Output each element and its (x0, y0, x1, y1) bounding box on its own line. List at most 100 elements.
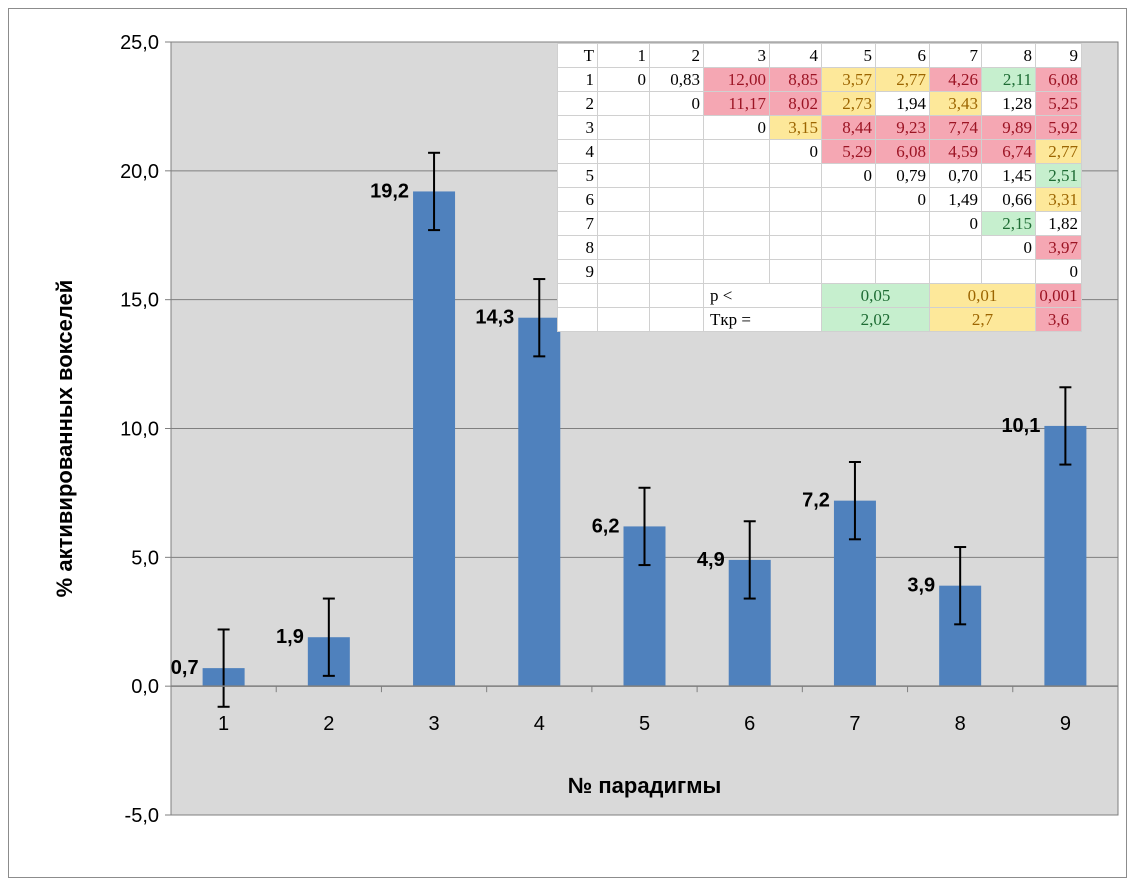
table-cell: 3,57 (821, 67, 876, 92)
data-label: 4,9 (697, 549, 725, 571)
data-label: 10,1 (1001, 415, 1040, 437)
table-cell: 4,59 (929, 139, 982, 164)
row-label-cell: 2 (557, 91, 598, 116)
table-cell (703, 187, 770, 212)
x-axis-title: № парадигмы (568, 773, 722, 798)
table-cell (597, 163, 650, 188)
table-cell: 0 (875, 187, 930, 212)
row-label-cell: 8 (557, 235, 598, 260)
table-cell (703, 139, 770, 164)
t-value-red: 3,6 (1035, 307, 1082, 332)
table-header-cell: 6 (875, 43, 930, 68)
table-row: 5 0 0,79 0,70 1,45 2,51 (557, 163, 1082, 188)
data-label: 7,2 (802, 490, 830, 512)
table-header-cell: 7 (929, 43, 982, 68)
x-tick-label: 5 (639, 713, 650, 735)
table-cell (649, 307, 704, 332)
table-cell (597, 115, 650, 140)
table-cell (649, 259, 704, 284)
table-cell (649, 115, 704, 140)
table-cell: 0 (597, 67, 650, 92)
table-cell (557, 283, 598, 308)
table-cell: 8,85 (769, 67, 822, 92)
table-cell: 1,82 (1035, 211, 1082, 236)
t-value-green: 2,02 (821, 307, 930, 332)
legend-t-row: Tкр = 2,02 2,7 3,6 (557, 307, 1082, 332)
y-tick-label: 5,0 (131, 547, 159, 569)
table-cell (703, 259, 770, 284)
table-cell: 6,08 (1035, 67, 1082, 92)
table-cell: 1,45 (981, 163, 1036, 188)
table-cell: 0 (929, 211, 982, 236)
row-label-cell: 4 (557, 139, 598, 164)
t-critical-label: Tкр = (703, 307, 822, 332)
table-cell (557, 307, 598, 332)
table-header-cell: 8 (981, 43, 1036, 68)
table-cell: 3,43 (929, 91, 982, 116)
table-header-cell: T (557, 43, 598, 68)
table-cell: 12,00 (703, 67, 770, 92)
y-tick-labels: -5,0 0,0 5,0 10,0 15,0 20,0 25,0 (120, 32, 159, 827)
table-cell: 3,97 (1035, 235, 1082, 260)
x-tick-labels: 1 2 3 4 5 6 7 8 9 (218, 713, 1071, 735)
x-tick-label: 2 (323, 713, 334, 735)
table-cell: 2,15 (981, 211, 1036, 236)
table-header-cell: 4 (769, 43, 822, 68)
table-cell (597, 235, 650, 260)
y-tick-label: 10,0 (120, 419, 159, 441)
table-cell (703, 211, 770, 236)
table-header-cell: 3 (703, 43, 770, 68)
table-cell (649, 163, 704, 188)
table-cell (597, 187, 650, 212)
row-label-cell: 5 (557, 163, 598, 188)
table-cell: 0,79 (875, 163, 930, 188)
table-cell: 1,28 (981, 91, 1036, 116)
table-cell (769, 163, 822, 188)
table-cell: 9,89 (981, 115, 1036, 140)
p-value-green: 0,05 (821, 283, 930, 308)
table-cell (981, 259, 1036, 284)
x-tick-label: 7 (849, 713, 860, 735)
x-tick-label: 8 (955, 713, 966, 735)
x-tick-label: 6 (744, 713, 755, 735)
table-row: 8 0 3,97 (557, 235, 1082, 260)
table-cell: 0,70 (929, 163, 982, 188)
table-cell: 8,02 (769, 91, 822, 116)
table-cell: 2,73 (821, 91, 876, 116)
table-cell: 1,94 (875, 91, 930, 116)
x-tick-label: 4 (534, 713, 545, 735)
y-tick-label: 0,0 (131, 676, 159, 698)
row-label-cell: 3 (557, 115, 598, 140)
table-cell (769, 259, 822, 284)
x-tick-label: 1 (218, 713, 229, 735)
table-cell: 5,29 (821, 139, 876, 164)
table-cell (649, 187, 704, 212)
p-value-red: 0,001 (1035, 283, 1082, 308)
table-cell (597, 259, 650, 284)
y-tick-label: 15,0 (120, 290, 159, 312)
y-axis-title: % активированных вокселей (52, 280, 77, 598)
table-cell (597, 139, 650, 164)
table-cell (703, 235, 770, 260)
table-cell: 11,17 (703, 91, 770, 116)
bar (413, 191, 456, 687)
x-tick-label: 9 (1060, 713, 1071, 735)
table-cell (821, 235, 876, 260)
y-tick-label: 25,0 (120, 32, 159, 54)
table-cell (597, 307, 650, 332)
table-row: 6 0 1,49 0,66 3,31 (557, 187, 1082, 212)
table-cell (821, 259, 876, 284)
table-cell: 2,77 (875, 67, 930, 92)
table-cell (597, 211, 650, 236)
table-cell: 7,74 (929, 115, 982, 140)
table-cell: 0 (769, 139, 822, 164)
table-cell: 0,66 (981, 187, 1036, 212)
data-label: 6,2 (592, 515, 620, 537)
table-cell (649, 211, 704, 236)
data-label: 19,2 (370, 180, 409, 202)
row-label-cell: 7 (557, 211, 598, 236)
row-label-cell: 9 (557, 259, 598, 284)
bars (202, 191, 1087, 687)
bar (1044, 425, 1087, 687)
table-cell: 2,11 (981, 67, 1036, 92)
